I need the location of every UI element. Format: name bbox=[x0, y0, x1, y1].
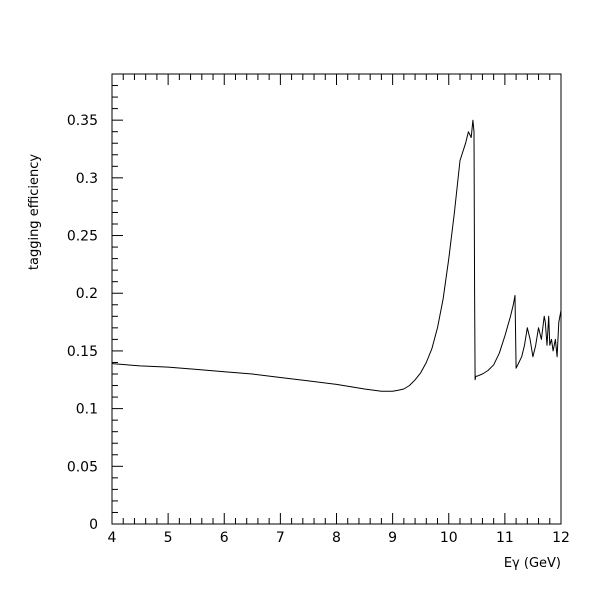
y-tick-label: 0.1 bbox=[76, 402, 98, 418]
y-axis-tick-labels: 0 0.05 0.1 0.15 0.2 0.25 0.3 0.35 bbox=[67, 113, 98, 533]
x-tick-label: 7 bbox=[276, 530, 285, 546]
x-axis-tick-labels: 4 5 6 7 8 9 10 11 12 bbox=[108, 530, 570, 546]
y-tick-label: 0 bbox=[89, 517, 98, 533]
x-axis-ticks bbox=[111, 74, 562, 524]
y-axis-title: tagging efficiency bbox=[27, 154, 42, 271]
plot-frame bbox=[111, 73, 562, 525]
x-tick-label: 12 bbox=[552, 530, 570, 546]
y-tick-label: 0.15 bbox=[67, 344, 98, 360]
y-axis-ticks bbox=[112, 85, 123, 525]
x-tick-label: 10 bbox=[440, 530, 458, 546]
x-tick-label: 4 bbox=[108, 530, 117, 546]
series-lines bbox=[111, 119, 562, 392]
x-tick-label: 11 bbox=[496, 530, 514, 546]
efficiency-curve bbox=[111, 119, 562, 392]
x-tick-label: 9 bbox=[388, 530, 397, 546]
x-tick-label: 6 bbox=[220, 530, 229, 546]
x-tick-label: 5 bbox=[164, 530, 173, 546]
x-axis-title: Eγ (GeV) bbox=[504, 556, 561, 571]
y-tick-label: 0.2 bbox=[76, 286, 98, 302]
y-tick-label: 0.35 bbox=[67, 113, 98, 129]
y-tick-label: 0.05 bbox=[67, 459, 98, 475]
x-tick-label: 8 bbox=[332, 530, 341, 546]
y-tick-label: 0.25 bbox=[67, 229, 98, 245]
y-tick-label: 0.3 bbox=[76, 171, 98, 187]
